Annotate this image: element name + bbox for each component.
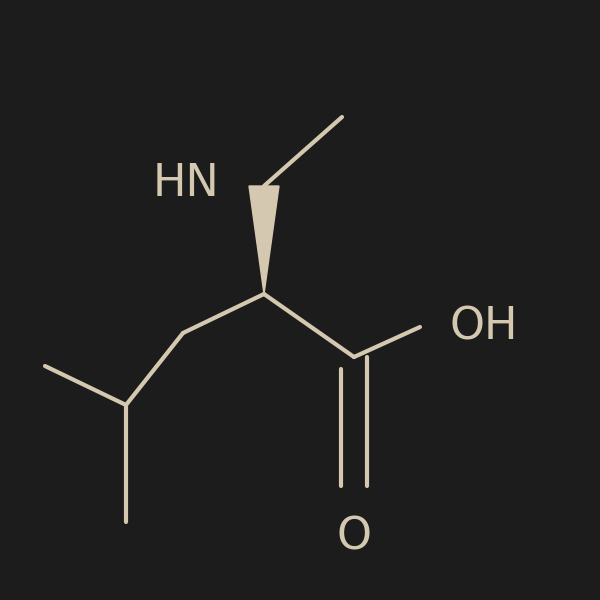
Polygon shape xyxy=(249,186,279,294)
Text: HN: HN xyxy=(152,161,219,205)
Text: OH: OH xyxy=(450,305,518,349)
Text: O: O xyxy=(337,515,371,559)
